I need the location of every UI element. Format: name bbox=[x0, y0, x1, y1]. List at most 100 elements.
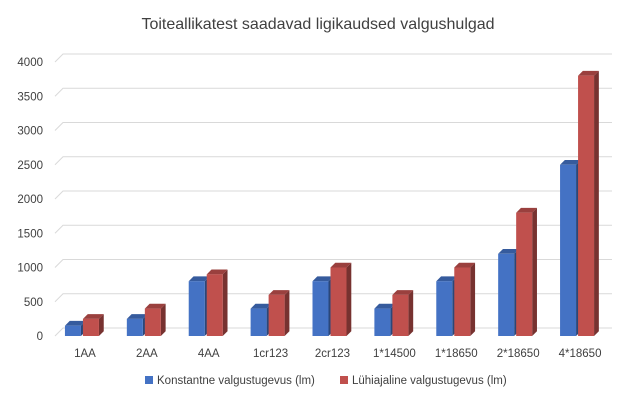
bar bbox=[578, 70, 599, 337]
bar bbox=[188, 276, 210, 336]
y-tick-label: 4000 bbox=[17, 57, 43, 69]
x-tick-label: 2cr123 bbox=[315, 348, 350, 360]
bar bbox=[560, 159, 581, 336]
bar bbox=[392, 290, 414, 336]
bar bbox=[82, 314, 104, 336]
x-tick-label: 1*18650 bbox=[435, 348, 478, 360]
legend-swatch bbox=[340, 376, 348, 384]
bar-side bbox=[594, 70, 599, 337]
bar-side bbox=[284, 290, 290, 336]
bar-front bbox=[454, 267, 471, 336]
bar-front bbox=[436, 281, 453, 336]
bar-top bbox=[454, 262, 476, 268]
bar-top bbox=[312, 276, 334, 282]
bar-front bbox=[144, 308, 161, 336]
bar-top bbox=[330, 262, 352, 268]
bar-front bbox=[578, 75, 595, 336]
bar bbox=[454, 262, 476, 336]
bar bbox=[206, 269, 228, 336]
bar-top bbox=[436, 276, 458, 282]
bar-front bbox=[206, 274, 223, 336]
bar-front bbox=[82, 318, 99, 336]
gridline bbox=[54, 224, 612, 234]
bar-side bbox=[408, 290, 414, 336]
bar-front bbox=[126, 318, 143, 336]
gridline bbox=[54, 327, 612, 337]
bars bbox=[64, 70, 599, 337]
bar-front bbox=[392, 294, 409, 336]
gridline bbox=[54, 259, 612, 268]
bar bbox=[374, 303, 396, 336]
bar bbox=[498, 249, 519, 336]
x-tick-label: 1*14500 bbox=[373, 348, 416, 360]
bar-front bbox=[330, 267, 347, 336]
bar-front bbox=[516, 212, 533, 336]
gridline bbox=[54, 53, 612, 63]
y-tick-label: 1000 bbox=[17, 263, 43, 275]
bar-top bbox=[374, 303, 396, 309]
x-tick-label: 1cr123 bbox=[253, 348, 288, 360]
y-tick-label: 500 bbox=[24, 297, 43, 309]
legend-label: Konstantne valgustugevus (lm) bbox=[157, 375, 315, 387]
y-tick-label: 2000 bbox=[17, 194, 43, 206]
x-tick-label: 4AA bbox=[198, 348, 220, 360]
x-tick-label: 2AA bbox=[136, 348, 158, 360]
gridline bbox=[54, 87, 612, 97]
bar bbox=[516, 207, 537, 336]
bar-top bbox=[126, 314, 148, 319]
bar-top bbox=[560, 159, 581, 165]
bar-top bbox=[268, 290, 290, 295]
bar bbox=[268, 290, 290, 336]
y-tick-label: 3000 bbox=[17, 126, 43, 138]
bar-side bbox=[346, 262, 352, 336]
bar-front bbox=[374, 308, 391, 336]
bar-top bbox=[206, 269, 228, 275]
bar bbox=[312, 276, 334, 336]
bar-top bbox=[516, 207, 537, 213]
x-tick-label: 4*18650 bbox=[559, 348, 602, 360]
gridline bbox=[54, 156, 612, 166]
x-tick-label: 1AA bbox=[74, 348, 96, 360]
gridline bbox=[54, 293, 612, 303]
bar-side bbox=[470, 262, 476, 336]
bar-top bbox=[250, 303, 272, 309]
bar bbox=[126, 314, 148, 336]
bar-top bbox=[82, 314, 104, 319]
bar bbox=[250, 303, 272, 336]
bar-front bbox=[64, 325, 81, 336]
legend-item: Lühiajaline valgustugevus (lm) bbox=[340, 375, 507, 387]
bar-side bbox=[222, 269, 228, 336]
bar-front bbox=[560, 164, 577, 336]
y-tick-label: 2500 bbox=[17, 160, 43, 172]
bar-front bbox=[188, 281, 205, 336]
legend-label: Lühiajaline valgustugevus (lm) bbox=[352, 375, 507, 387]
bar-side bbox=[532, 207, 537, 336]
bar-top bbox=[188, 276, 210, 282]
bar bbox=[64, 320, 86, 336]
bar bbox=[330, 262, 352, 336]
x-tick-label: 2*18650 bbox=[497, 348, 540, 360]
bar bbox=[436, 276, 458, 336]
y-tick-label: 1500 bbox=[17, 228, 43, 240]
x-axis-ticks: 1AA 2AA 4AA 1cr123 2cr123 1*14500 1*18650 2*186… bbox=[74, 348, 601, 360]
bar-top bbox=[498, 249, 519, 254]
bar-top bbox=[64, 320, 86, 326]
y-tick-label: 0 bbox=[37, 331, 43, 343]
bar-top bbox=[392, 290, 414, 295]
y-tick-label: 3500 bbox=[17, 91, 43, 103]
gridline bbox=[54, 122, 612, 131]
chart-title: Toiteallikatest saadavad ligikaudsed val… bbox=[141, 16, 494, 33]
bar-front bbox=[312, 281, 329, 336]
bar-top bbox=[144, 303, 166, 309]
bar-side bbox=[98, 314, 104, 336]
bar-front bbox=[498, 253, 515, 336]
bar-side bbox=[160, 303, 166, 336]
bar-front bbox=[250, 308, 267, 336]
bar-top bbox=[578, 70, 599, 76]
y-axis-ticks: 0 500 1000 1500 2000 2500 3000 3500 4000 bbox=[17, 57, 43, 343]
legend: Konstantne valgustugevus (lm) Lühiajaline… bbox=[145, 375, 507, 387]
bar bbox=[144, 303, 166, 336]
